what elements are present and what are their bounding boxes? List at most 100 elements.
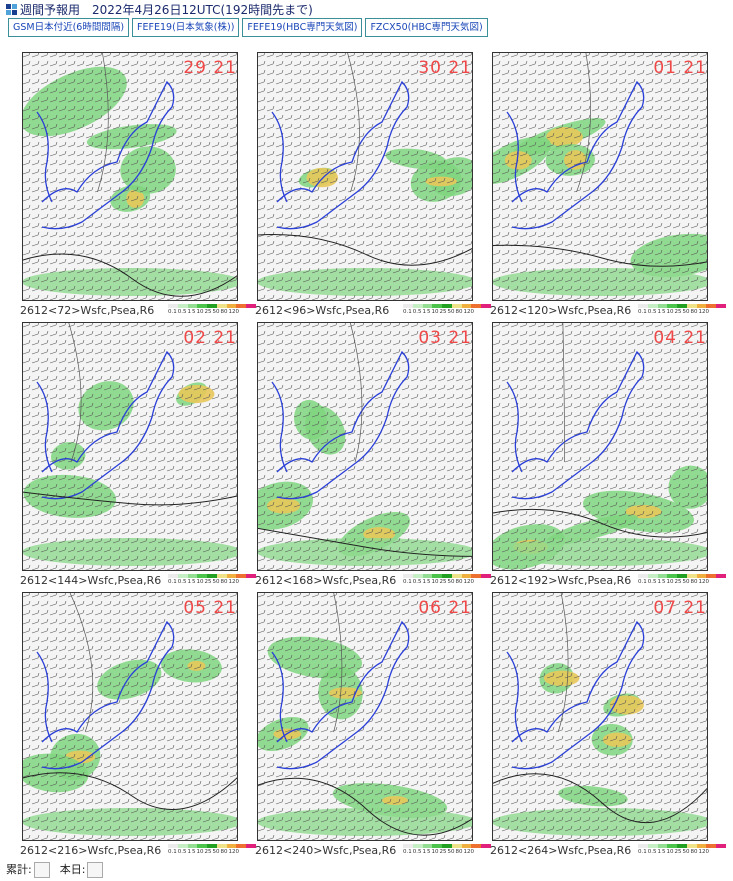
link-bar: GSM日本付近(6時間間隔) FEFE19(日本気象(株)) FEFE19(HBC専… [8,18,488,37]
counter-label: 累計: [6,863,32,876]
valid-time: 29 21 [183,58,237,78]
scale-label: 50 [682,309,690,315]
nav-link[interactable]: GSM日本付近(6時間間隔) [8,18,130,37]
color-swatch [207,844,217,848]
isobar [562,322,565,463]
color-swatch [657,574,668,578]
color-swatch [168,304,178,308]
valid-time: 02 21 [183,328,237,348]
color-swatch [716,304,727,308]
color-swatch [647,304,658,308]
valid-time: 07 21 [653,598,707,618]
color-scale-bar [638,574,727,578]
isobar [22,772,238,810]
scale-label: 80 [455,309,463,315]
scale-label: 1 [422,309,427,315]
valid-time: 01 21 [653,58,707,78]
nav-link[interactable]: FZCX50(HBC専門天気図) [365,18,488,37]
valid-time: 06 21 [418,598,472,618]
scale-label: 5 [662,579,666,585]
wind-barbs [492,322,708,571]
color-scale: 0.1 0.5 1 5 10 25 50 80 120 [638,844,727,858]
color-swatch [451,844,462,848]
color-swatch [207,574,217,578]
scale-label: 80 [220,579,228,585]
scale-label: 80 [455,849,463,855]
isobar [492,773,708,824]
color-swatch [412,574,423,578]
scale-label: 50 [682,579,690,585]
color-scale-labels: 0.1 0.5 1 5 10 25 50 80 120 [403,849,491,855]
color-swatch [216,574,227,578]
color-swatch [461,574,472,578]
color-swatch [216,844,227,848]
weather-map [257,52,473,301]
color-swatch [216,304,227,308]
map-caption: 2612<96>Wsfc,Psea,R6 [255,304,390,317]
scale-label: 0.5 [412,309,422,315]
scale-label: 0.5 [647,579,657,585]
map-border [22,52,238,301]
logo-icon [6,3,17,15]
scale-label: 120 [698,849,710,855]
isobar [557,592,569,733]
scale-label: 0.1 [638,849,647,855]
color-scale-bar [403,304,492,308]
header: 週間予報用 2022年4月26日12UTC(192時間先まで) [6,2,313,17]
color-swatch [246,574,257,578]
color-swatch [451,304,462,308]
isobar [257,777,473,836]
isobar [492,508,708,538]
map-panel: 04 21 2612<192>Wsfc,Psea,R6 0.1 0.5 1 5 10 25 50… [490,322,727,588]
color-swatch [187,574,198,578]
scale-label: 50 [447,309,455,315]
scale-label: 1 [657,579,662,585]
color-swatch [422,844,433,848]
wind-barbs [22,52,238,301]
valid-time: 04 21 [653,328,707,348]
scale-label: 10 [196,579,204,585]
scale-label: 10 [431,849,439,855]
scale-label: 120 [698,579,710,585]
color-swatch [236,304,247,308]
isobar [22,253,238,297]
coastline [271,350,410,500]
scale-label: 25 [204,309,212,315]
scale-label: 120 [228,849,240,855]
scale-label: 50 [447,849,455,855]
valid-time: 30 21 [418,58,472,78]
color-scale-labels: 0.1 0.5 1 5 10 25 50 80 120 [403,309,491,315]
isobar [69,592,94,733]
color-swatch [706,574,717,578]
color-scale-labels: 0.1 0.5 1 5 10 25 50 80 120 [168,579,256,585]
color-swatch [686,304,697,308]
scale-label: 1 [657,849,662,855]
nav-link[interactable]: FEFE19(HBC専門天気図) [242,18,363,37]
map-panel: 05 21 2612<216>Wsfc,Psea,R6 0.1 0.5 1 5 10 25 50… [20,592,257,858]
wind-barbs [492,52,708,301]
weather-map [22,322,238,571]
color-swatch [187,844,198,848]
color-swatch [481,304,492,308]
nav-link[interactable]: FEFE19(日本気象(株)) [132,18,240,37]
scale-label: 0.1 [168,849,177,855]
map-caption: 2612<192>Wsfc,Psea,R6 [490,574,632,587]
scale-label: 0.1 [403,849,412,855]
scale-label: 25 [204,849,212,855]
isobar [97,52,109,193]
color-swatch [177,844,188,848]
color-swatch [677,304,687,308]
scale-label: 25 [674,309,682,315]
color-swatch [403,304,413,308]
weather-map [492,322,708,571]
weather-map [257,322,473,571]
color-swatch [461,304,472,308]
scale-label: 0.1 [403,579,412,585]
scale-label: 50 [447,579,455,585]
footer: 累計: 本日: [6,861,104,878]
color-swatch [207,304,217,308]
scale-label: 120 [228,309,240,315]
map-caption: 2612<72>Wsfc,Psea,R6 [20,304,155,317]
color-swatch [236,844,247,848]
counter-label: 本日: [59,863,86,876]
